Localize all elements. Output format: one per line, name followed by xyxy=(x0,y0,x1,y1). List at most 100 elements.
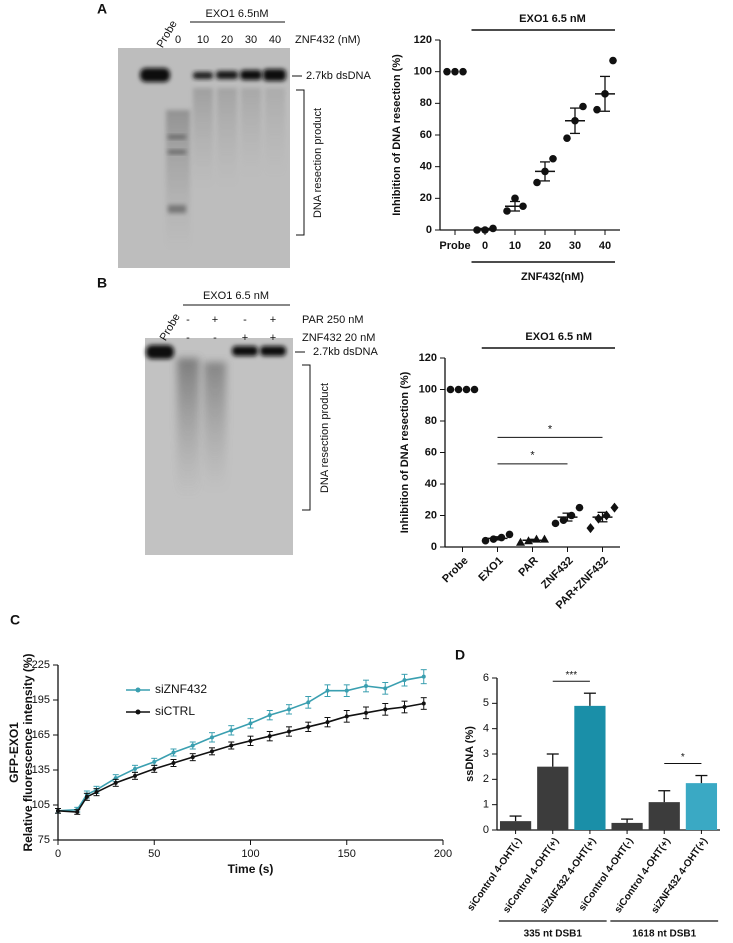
point xyxy=(133,773,137,778)
point xyxy=(94,790,99,795)
point xyxy=(443,67,451,76)
x-tick-label: 150 xyxy=(338,848,356,860)
point xyxy=(421,674,426,679)
row-label: ZNF432 20 nM xyxy=(302,332,375,344)
x-tick-label: 40 xyxy=(599,240,611,252)
x-tick-label: EXO1 xyxy=(476,555,505,584)
point xyxy=(609,56,617,65)
x-tick-label: 10 xyxy=(509,240,521,252)
header-label: EXO1 6.5 nM xyxy=(525,331,592,343)
point xyxy=(503,207,511,215)
point xyxy=(489,224,497,233)
point xyxy=(481,536,490,545)
y-tick-label: 100 xyxy=(419,383,437,395)
bar xyxy=(685,783,718,830)
y-tick-label: 5 xyxy=(483,697,489,709)
y-tick-label: 1 xyxy=(483,799,489,811)
error-bar xyxy=(562,512,573,522)
panel-label: B xyxy=(97,275,107,291)
point xyxy=(516,537,525,546)
y-tick-label: 2 xyxy=(483,773,489,785)
y-tick-label: 40 xyxy=(420,161,432,173)
panel-label: A xyxy=(97,1,107,17)
x-tick-label: 20 xyxy=(539,240,551,252)
legend-marker xyxy=(135,687,141,693)
point xyxy=(133,766,137,771)
y-tick-label: 0 xyxy=(431,541,437,553)
point xyxy=(402,678,407,683)
bar xyxy=(537,766,569,830)
x-tick-label: 50 xyxy=(148,848,160,860)
y-axis-label: ssDNA (%) xyxy=(464,726,476,782)
y-tick-label: 3 xyxy=(483,748,489,760)
point xyxy=(210,735,214,740)
lane-label: 10 xyxy=(197,34,209,46)
error-bar xyxy=(583,692,596,706)
point xyxy=(470,385,479,394)
significance-label: *** xyxy=(565,670,577,681)
point xyxy=(364,710,368,715)
band xyxy=(216,71,238,79)
y-tick-label: 6 xyxy=(483,672,489,684)
y-tick-label: 0 xyxy=(483,824,489,836)
x-tick-label: Probe xyxy=(439,240,470,252)
point xyxy=(344,714,349,719)
y-tick-label: 60 xyxy=(425,446,437,458)
point xyxy=(287,729,291,734)
point xyxy=(451,67,459,76)
x-tick-label: 0 xyxy=(482,240,488,252)
point xyxy=(210,749,214,754)
point xyxy=(171,761,176,765)
band xyxy=(193,72,213,79)
gel-a: EXO1 6.5nM Probe ZNF432 (nM) 2.7kb dsDNA… xyxy=(118,8,371,268)
point xyxy=(190,743,195,748)
y-tick-label: 4 xyxy=(483,723,489,735)
bracket xyxy=(296,89,305,236)
point xyxy=(559,516,568,525)
y-tick-label: 80 xyxy=(425,415,437,427)
smear xyxy=(168,150,186,154)
bar xyxy=(574,705,606,830)
error-bar xyxy=(621,818,634,823)
point xyxy=(364,684,368,688)
y-tick-label: 40 xyxy=(425,478,437,490)
point xyxy=(113,780,118,785)
error-bar xyxy=(597,511,608,523)
sign: + xyxy=(270,314,276,326)
point xyxy=(344,688,349,693)
gel-b: EXO1 6.5 nM Probe 2.7kb dsDNA DNA resect… xyxy=(145,290,378,555)
x-tick-label: 30 xyxy=(569,240,581,252)
point xyxy=(549,154,557,163)
point xyxy=(287,707,291,712)
point xyxy=(505,530,514,539)
y-tick-label: 195 xyxy=(32,694,50,706)
point xyxy=(229,728,234,733)
x-tick-label: 0 xyxy=(55,848,61,860)
legend-label: siZNF432 xyxy=(155,682,207,696)
band xyxy=(263,69,286,81)
error-bar xyxy=(600,75,610,112)
smear xyxy=(193,88,213,188)
error-bar xyxy=(510,200,520,212)
header-label: EXO1 6.5 nM xyxy=(519,13,586,25)
panel-label: C xyxy=(10,612,20,628)
point xyxy=(593,105,601,114)
error-bar xyxy=(570,107,580,135)
error-bar xyxy=(527,538,538,542)
point xyxy=(540,534,549,543)
point xyxy=(267,713,272,718)
point xyxy=(306,700,311,705)
significance-label: * xyxy=(548,423,553,435)
band-label: 2.7kb dsDNA xyxy=(306,70,371,82)
error-bar xyxy=(492,536,503,541)
x-tick-label: 100 xyxy=(241,848,259,860)
significance-label: * xyxy=(681,752,685,763)
y-tick-label: 105 xyxy=(32,799,50,811)
y-tick-label: 120 xyxy=(419,352,437,364)
y-tick-label: 60 xyxy=(420,129,432,141)
smear xyxy=(204,362,226,492)
error-bar xyxy=(695,774,708,784)
sign: - xyxy=(213,332,217,344)
